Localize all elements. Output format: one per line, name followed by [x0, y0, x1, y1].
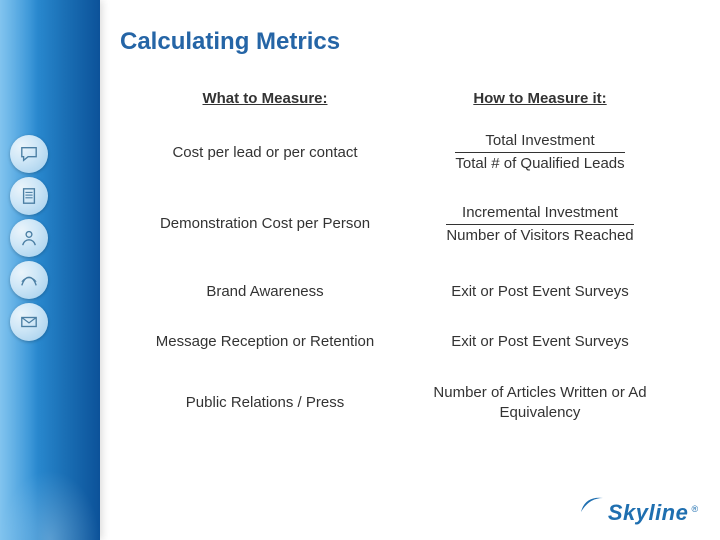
fraction: Incremental Investment Number of Visitor…: [446, 203, 633, 247]
col-header-how: How to Measure it:: [410, 90, 670, 107]
logo-text: Skyline: [608, 500, 689, 526]
speech-icon: [10, 135, 48, 173]
how-cell: Number of Articles Written or Ad Equival…: [410, 383, 670, 424]
logo: Skyline ®: [579, 496, 698, 526]
metric-row: Public Relations / Press Number of Artic…: [120, 383, 710, 424]
metric-row: Cost per lead or per contact Total Inves…: [120, 131, 710, 175]
logo-swoosh-icon: [579, 492, 605, 516]
col-header-what: What to Measure:: [120, 90, 410, 107]
what-cell: Public Relations / Press: [120, 393, 410, 413]
curve-icon: [10, 261, 48, 299]
main-content: Calculating Metrics What to Measure: How…: [120, 28, 710, 455]
fraction-numerator: Incremental Investment: [446, 203, 633, 225]
sidebar-icons: [10, 135, 48, 341]
how-cell: Exit or Post Event Surveys: [410, 282, 670, 302]
how-cell: Exit or Post Event Surveys: [410, 332, 670, 352]
person-icon: [10, 219, 48, 257]
what-cell: Demonstration Cost per Person: [120, 214, 410, 234]
metric-row: Message Reception or Retention Exit or P…: [120, 332, 710, 352]
metric-row: Brand Awareness Exit or Post Event Surve…: [120, 282, 710, 302]
letter-icon: [10, 303, 48, 341]
what-cell: Message Reception or Retention: [120, 332, 410, 352]
fraction: Total Investment Total # of Qualified Le…: [455, 131, 624, 175]
fraction-denominator: Number of Visitors Reached: [446, 225, 633, 246]
what-cell: Brand Awareness: [120, 282, 410, 302]
page-title: Calculating Metrics: [120, 28, 710, 56]
fraction-numerator: Total Investment: [455, 131, 624, 153]
how-cell: Total Investment Total # of Qualified Le…: [410, 131, 670, 175]
how-cell: Incremental Investment Number of Visitor…: [410, 203, 670, 247]
what-cell: Cost per lead or per contact: [120, 143, 410, 163]
logo-registered: ®: [691, 504, 698, 514]
fraction-denominator: Total # of Qualified Leads: [455, 153, 624, 174]
sidebar: [0, 0, 100, 540]
column-headers: What to Measure: How to Measure it:: [120, 90, 710, 131]
document-icon: [10, 177, 48, 215]
metric-row: Demonstration Cost per Person Incrementa…: [120, 203, 710, 247]
sidebar-decoration: [0, 470, 100, 540]
